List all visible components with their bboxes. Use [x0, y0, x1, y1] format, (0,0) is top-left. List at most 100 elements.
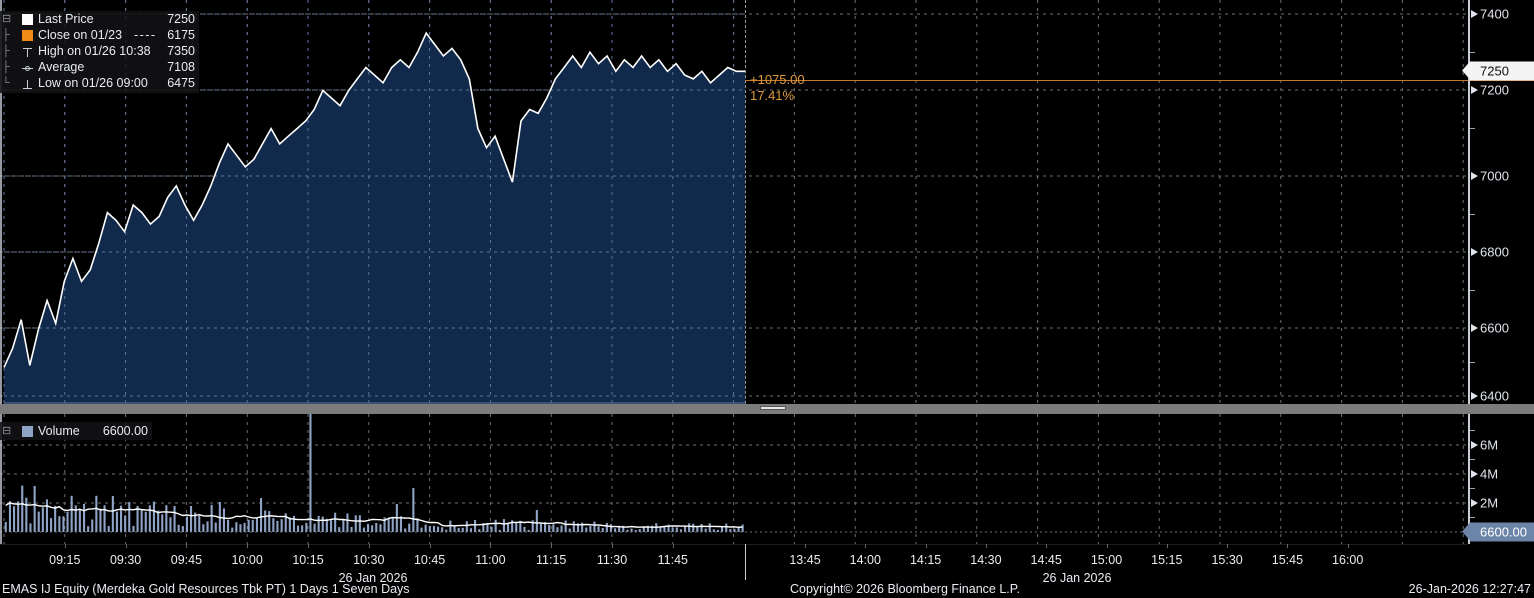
- price-minor-tick: [1470, 214, 1475, 215]
- volume-bar: [721, 526, 724, 532]
- time-tick-label: 15:45: [1271, 553, 1304, 567]
- time-tick-mark: [247, 544, 249, 548]
- volume-bar: [33, 486, 36, 532]
- volume-bar: [124, 515, 127, 532]
- time-tick-label: 14:15: [909, 553, 942, 567]
- volume-value-axis-chip[interactable]: 6600.00: [1462, 522, 1534, 542]
- price-tick-label: 6400: [1480, 388, 1509, 404]
- price-tick-label: 7200: [1480, 82, 1509, 98]
- price-legend: ⊟ Last Price 7250 ├ Close on 01/23 - - -…: [0, 11, 199, 93]
- volume-bar: [140, 509, 143, 532]
- legend-label: Last Price: [38, 12, 94, 26]
- volume-bar: [531, 520, 534, 532]
- time-tick-label: 10:30: [353, 553, 385, 567]
- tree-branch-icon: ├: [2, 29, 10, 41]
- volume-bar: [120, 505, 123, 532]
- legend-row-close[interactable]: ├ Close on 01/23 - - - - 6175: [0, 27, 199, 43]
- time-tick-mark: [672, 544, 674, 548]
- volume-plot: [0, 414, 1468, 544]
- legend-value: 7108: [167, 60, 195, 74]
- time-axis-date-left: 26 Jan 2026: [338, 571, 408, 585]
- volume-bar: [350, 526, 353, 532]
- volume-bar: [21, 485, 24, 532]
- legend-label: Average: [38, 60, 85, 74]
- volume-minor-tick: [1470, 459, 1475, 460]
- volume-bar: [276, 520, 279, 532]
- splitter-grip-handle[interactable]: [760, 406, 786, 410]
- tree-toggle-icon[interactable]: ⊟: [2, 425, 12, 437]
- time-tick-label: 14:45: [1030, 553, 1062, 567]
- tree-toggle-icon[interactable]: ⊟: [2, 13, 12, 25]
- volume-bar: [152, 501, 155, 532]
- price-chart-pane[interactable]: [0, 0, 1468, 404]
- volume-bar: [177, 524, 180, 532]
- volume-bar: [91, 519, 94, 532]
- volume-bar: [247, 519, 250, 532]
- volume-bar: [375, 523, 378, 532]
- price-tick-arrow-icon: [1471, 172, 1478, 180]
- volume-bar: [41, 507, 44, 532]
- volume-bar: [62, 516, 65, 532]
- legend-label: Close on 01/23: [38, 28, 123, 42]
- volume-bar: [202, 524, 205, 532]
- volume-bar: [622, 525, 625, 532]
- legend-row-last-price[interactable]: ⊟ Last Price 7250: [0, 11, 199, 27]
- legend-row-low[interactable]: └ Low on 01/26 09:00 6475: [0, 75, 199, 91]
- time-tick-mark: [612, 544, 613, 548]
- volume-bar: [288, 517, 291, 532]
- volume-bar: [17, 501, 20, 532]
- volume-bar: [461, 527, 464, 532]
- volume-bar: [704, 528, 707, 532]
- volume-bar: [383, 517, 386, 532]
- price-axis[interactable]: 7400 7200 7000 6800 6600 6400 7250: [1462, 0, 1534, 404]
- legend-row-average[interactable]: ├ Average 7108: [0, 59, 199, 75]
- high-marker-icon: [22, 46, 33, 57]
- volume-legend-value: 6600.00: [102, 424, 148, 438]
- last-price-axis-chip[interactable]: 7250: [1462, 61, 1534, 81]
- volume-bar: [367, 523, 370, 532]
- price-area-fill: [4, 33, 745, 404]
- volume-legend-label: Volume: [38, 424, 80, 438]
- legend-value: 7250: [167, 12, 195, 26]
- volume-minor-tick: [1470, 517, 1475, 518]
- volume-bar: [227, 519, 230, 532]
- volume-bar: [50, 518, 53, 532]
- volume-bar: [478, 529, 481, 532]
- volume-bar: [99, 508, 102, 532]
- volume-bar: [589, 525, 592, 532]
- time-tick-mark: [1347, 544, 1349, 548]
- legend-value: 7350: [167, 44, 195, 58]
- volume-bar: [544, 522, 547, 532]
- volume-bar: [346, 513, 349, 532]
- volume-bar: [511, 520, 514, 532]
- volume-bar: [675, 527, 678, 532]
- time-tick-label: 15:30: [1211, 553, 1243, 567]
- time-tick-mark: [308, 544, 309, 548]
- volume-bar: [408, 523, 411, 532]
- volume-bar: [325, 518, 328, 532]
- volume-bar: [148, 505, 151, 532]
- volume-bar: [235, 522, 238, 532]
- volume-swatch-icon: [22, 426, 33, 437]
- legend-label: Low on 01/26 09:00: [38, 76, 148, 90]
- volume-bar: [684, 526, 687, 532]
- volume-axis[interactable]: 6M 4M 2M 6600.00: [1462, 414, 1534, 544]
- volume-bar: [144, 511, 147, 532]
- axis-spine: [1468, 414, 1470, 544]
- time-axis-separator: [745, 544, 746, 580]
- low-marker-icon: [22, 78, 33, 89]
- volume-bar: [70, 495, 73, 532]
- volume-bar: [292, 515, 295, 532]
- volume-bar: [280, 519, 283, 532]
- volume-bar: [449, 520, 452, 532]
- time-tick-label: 10:45: [413, 553, 446, 567]
- volume-bar: [128, 502, 131, 532]
- volume-chart-pane[interactable]: [0, 414, 1468, 544]
- volume-bar: [309, 414, 312, 532]
- volume-bar: [614, 528, 617, 532]
- time-tick-label: 14:30: [970, 553, 1002, 567]
- cursor-crosshair-line[interactable]: [745, 0, 746, 544]
- volume-bar: [362, 527, 365, 532]
- price-line: [3, 31, 745, 368]
- legend-row-high[interactable]: ├ High on 01/26 10:38 7350: [0, 43, 199, 59]
